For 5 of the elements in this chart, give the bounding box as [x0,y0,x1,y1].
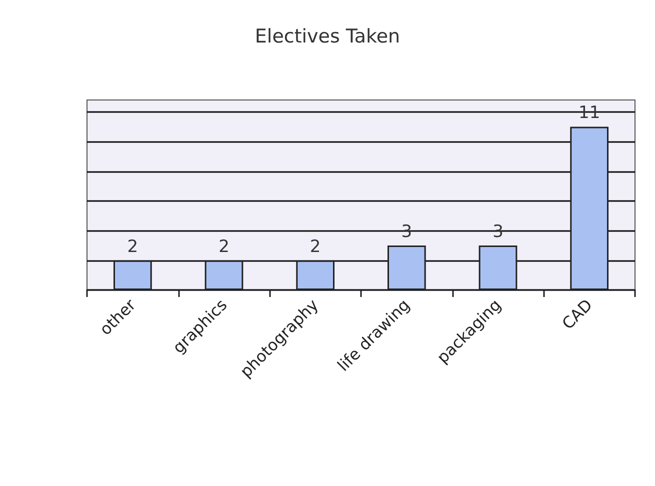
x-tick-label: CAD [558,295,596,334]
data-label: 2 [218,236,230,257]
chart-title: Electives Taken [254,26,400,48]
data-label: 2 [127,236,138,257]
data-label: 2 [310,236,321,257]
